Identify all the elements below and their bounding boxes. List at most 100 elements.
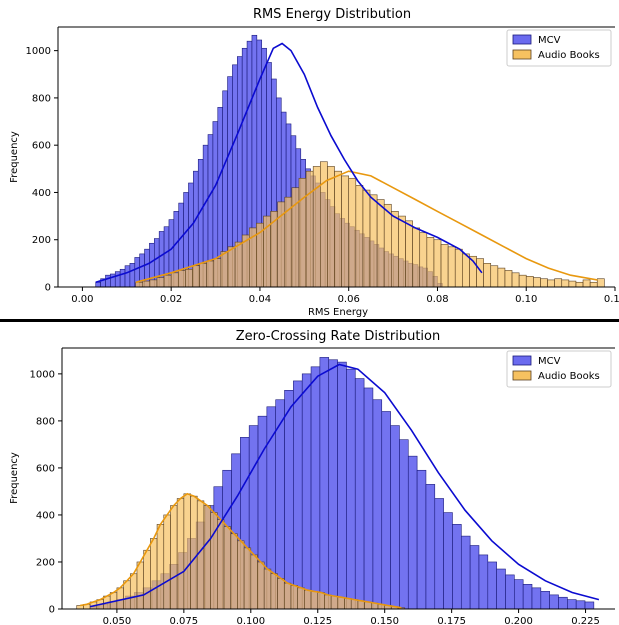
histogram-bar: [237, 540, 245, 610]
x-tick-label: 0.04: [249, 294, 271, 305]
histogram-bar: [514, 579, 524, 610]
histogram-bar: [324, 594, 332, 610]
histogram-bar: [505, 574, 515, 610]
histogram-bar: [220, 251, 229, 288]
zcr-mcv-bars: [89, 357, 595, 610]
histogram-bar: [142, 280, 151, 288]
histogram-bar: [199, 263, 207, 288]
x-tick-label: 0.075: [170, 616, 199, 625]
rms-audio-books-kde: [135, 170, 598, 284]
histogram-bar: [531, 587, 542, 610]
histogram-bar: [462, 253, 470, 288]
x-tick-label: 0.06: [338, 294, 360, 305]
y-tick-label: 800: [32, 93, 51, 104]
histogram-bar: [163, 514, 171, 610]
histogram-bar: [511, 272, 520, 288]
x-tick-label: 0.050: [103, 616, 132, 625]
histogram-bar: [310, 591, 319, 610]
histogram-bar: [297, 587, 305, 610]
x-tick-label: 0.150: [370, 616, 399, 625]
rms-y-ticks: 0 200 400 600 800 1000: [26, 46, 58, 294]
x-tick-label: 0.100: [236, 616, 265, 625]
histogram-bar: [369, 194, 378, 288]
histogram-bar: [575, 600, 586, 610]
histogram-bar: [290, 585, 298, 610]
histogram-bar: [337, 596, 345, 610]
histogram-bar: [185, 268, 193, 288]
histogram-bar: [327, 166, 335, 288]
histogram-bar: [250, 554, 258, 610]
histogram-bar: [372, 399, 383, 610]
zcr-legend-label-mcv: MCV: [538, 356, 561, 367]
zcr-chart-title: Zero-Crossing Rate Distribution: [236, 329, 441, 344]
histogram-bar: [558, 596, 568, 610]
rms-mcv-kde: [95, 42, 483, 284]
histogram-bar: [223, 526, 232, 610]
histogram-bar: [124, 265, 131, 288]
rms-legend-label-mcv: MCV: [538, 35, 561, 46]
histogram-bar: [149, 279, 158, 288]
histogram-bar: [355, 185, 364, 288]
histogram-bar: [163, 274, 172, 288]
histogram-bar: [136, 561, 144, 610]
rms-chart-title: RMS Energy Distribution: [253, 7, 411, 22]
histogram-bar: [143, 549, 151, 610]
y-tick-label: 0: [45, 283, 51, 294]
histogram-bar: [497, 267, 506, 288]
histogram-bar: [206, 260, 215, 288]
histogram-bar: [150, 538, 158, 610]
histogram-bar: [567, 599, 577, 610]
histogram-bar: [447, 246, 456, 288]
histogram-bar: [589, 281, 598, 288]
histogram-bar: [584, 601, 595, 610]
histogram-bar: [452, 524, 462, 610]
x-tick-label: 0.12: [604, 294, 619, 305]
histogram-bar: [518, 274, 527, 288]
histogram-bar: [525, 276, 534, 288]
zcr-legend-box: [506, 350, 612, 388]
histogram-bar: [443, 512, 453, 610]
y-tick-label: 200: [36, 557, 55, 568]
histogram-bar: [549, 594, 559, 610]
histogram-bar: [129, 263, 136, 288]
rms-energy-chart: RMS Energy Distribution 0 200 400 600 800 100…: [9, 7, 619, 318]
histogram-bar: [540, 591, 550, 610]
histogram-bar: [476, 258, 484, 288]
histogram-bar: [348, 177, 357, 288]
histogram-bar: [454, 248, 463, 288]
chart-divider: [0, 319, 619, 322]
histogram-bar: [490, 265, 499, 288]
histogram-bar: [263, 568, 272, 610]
histogram-bar: [217, 519, 225, 610]
histogram-bar: [407, 455, 418, 610]
rms-legend-box: [506, 29, 612, 67]
histogram-bar: [243, 547, 252, 610]
histogram-bar: [547, 279, 555, 288]
x-tick-label: 0.00: [71, 294, 93, 305]
histogram-bar: [575, 281, 584, 288]
histogram-bar: [284, 390, 294, 610]
x-tick-label: 0.125: [303, 616, 332, 625]
histogram-bar: [170, 272, 179, 288]
y-tick-label: 1000: [26, 46, 51, 57]
histogram-bar: [496, 568, 506, 610]
histogram-bar: [293, 380, 303, 610]
histogram-bar: [478, 554, 489, 610]
histogram-bar: [344, 598, 352, 610]
y-tick-label: 600: [36, 463, 55, 474]
zcr-legend: MCV Audio Books: [506, 350, 612, 388]
histogram-bar: [213, 258, 222, 288]
histogram-bar: [425, 484, 436, 610]
histogram-bar: [561, 279, 570, 288]
histogram-bar: [533, 277, 541, 288]
histogram-bar: [210, 512, 218, 610]
histogram-bar: [433, 239, 442, 288]
zcr-y-axis-label: Frequency: [9, 452, 20, 504]
y-tick-label: 400: [32, 188, 51, 199]
x-tick-label: 0.200: [504, 616, 533, 625]
rms-y-axis-label: Frequency: [9, 131, 20, 183]
y-tick-label: 1000: [30, 369, 55, 380]
x-tick-label: 0.10: [515, 294, 537, 305]
y-tick-label: 0: [49, 605, 55, 616]
histogram-bar: [391, 211, 399, 288]
